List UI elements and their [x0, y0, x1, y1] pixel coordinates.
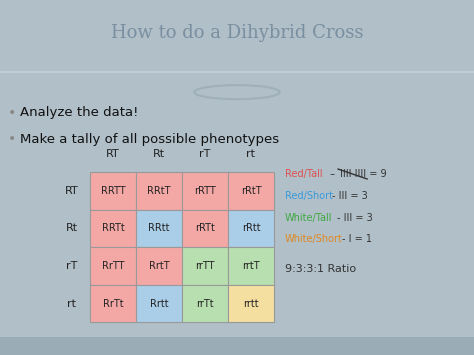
- Bar: [136, 172, 182, 209]
- Bar: [182, 172, 228, 209]
- Bar: [228, 172, 274, 209]
- Text: Make a tally of all possible phenotypes: Make a tally of all possible phenotypes: [20, 133, 279, 146]
- Text: rT: rT: [66, 261, 78, 271]
- Text: Rt: Rt: [66, 223, 78, 234]
- Text: Red/Short: Red/Short: [285, 191, 333, 201]
- Bar: [136, 247, 182, 285]
- Text: RRTT: RRTT: [100, 186, 125, 196]
- Text: RrTT: RrTT: [102, 261, 124, 271]
- Text: Analyze the data!: Analyze the data!: [20, 106, 138, 119]
- Bar: [182, 285, 228, 322]
- Text: rrtt: rrtt: [243, 299, 259, 308]
- Text: rt: rt: [246, 149, 255, 159]
- Text: rRtT: rRtT: [241, 186, 261, 196]
- Text: rt: rt: [67, 299, 76, 308]
- Text: RT: RT: [65, 186, 79, 196]
- Text: •: •: [8, 106, 16, 120]
- Bar: [90, 285, 136, 322]
- Bar: [90, 172, 136, 209]
- Text: IIII IIII = 9: IIII IIII = 9: [340, 169, 387, 179]
- Bar: [90, 247, 136, 285]
- Text: rRTt: rRTt: [195, 223, 215, 234]
- Bar: [136, 285, 182, 322]
- Text: How to do a Dihybrid Cross: How to do a Dihybrid Cross: [111, 24, 363, 42]
- Text: rrTt: rrTt: [196, 299, 214, 308]
- Bar: [228, 209, 274, 247]
- Bar: [0, 337, 474, 355]
- Bar: [228, 285, 274, 322]
- Text: RrtT: RrtT: [149, 261, 169, 271]
- Bar: [90, 209, 136, 247]
- Bar: [182, 209, 228, 247]
- Text: RRTt: RRTt: [101, 223, 124, 234]
- Text: Rrtt: Rrtt: [150, 299, 168, 308]
- Text: RRtt: RRtt: [148, 223, 170, 234]
- Text: •: •: [8, 132, 16, 146]
- Text: RT: RT: [106, 149, 120, 159]
- Text: rrTT: rrTT: [195, 261, 215, 271]
- Text: - I = 1: - I = 1: [342, 234, 372, 244]
- Bar: [136, 209, 182, 247]
- Text: RrTt: RrTt: [103, 299, 123, 308]
- Text: - III = 3: - III = 3: [332, 191, 367, 201]
- Text: rrtT: rrtT: [242, 261, 260, 271]
- Text: 9:3:3:1 Ratio: 9:3:3:1 Ratio: [285, 264, 356, 274]
- Text: rRTT: rRTT: [194, 186, 216, 196]
- Text: RRtT: RRtT: [147, 186, 171, 196]
- Text: Rt: Rt: [153, 149, 165, 159]
- Text: rRtt: rRtt: [242, 223, 260, 234]
- Bar: [228, 247, 274, 285]
- Bar: [182, 247, 228, 285]
- Text: White/Short: White/Short: [285, 234, 343, 244]
- Text: –: –: [327, 169, 337, 179]
- Text: rT: rT: [199, 149, 210, 159]
- Text: White/Tall: White/Tall: [285, 213, 332, 223]
- Text: Red/Tall: Red/Tall: [285, 169, 323, 179]
- Text: - III = 3: - III = 3: [337, 213, 373, 223]
